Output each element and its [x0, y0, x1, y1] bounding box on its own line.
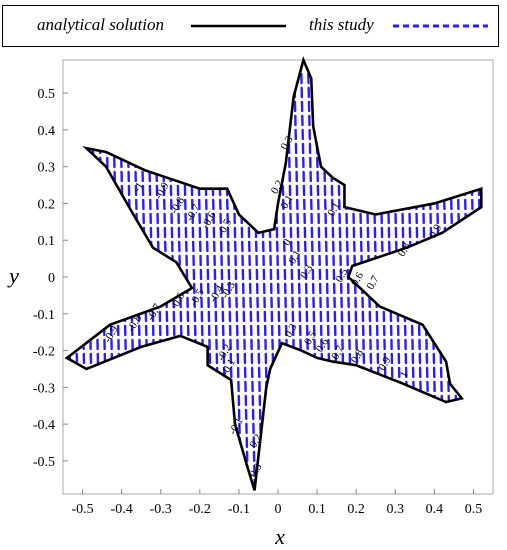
contour-label: 1 — [398, 369, 411, 380]
study-contour-line — [306, 60, 320, 491]
y-tick-label: 0.3 — [38, 161, 56, 176]
legend: analytical solution this study — [2, 5, 499, 47]
legend-label-study: this study — [309, 15, 374, 34]
x-tick-label: 0.5 — [465, 502, 483, 517]
x-axis-label: x — [274, 524, 285, 549]
x-tick-label: -0.3 — [150, 502, 172, 517]
study-contour-line — [299, 60, 313, 491]
legend-swatch-study — [393, 24, 488, 28]
contour-label: 0.1 — [278, 193, 295, 211]
x-tick-label: -0.4 — [111, 502, 133, 517]
legend-swatch-analytical — [191, 24, 286, 28]
y-axis-label: y — [7, 263, 19, 288]
y-tick-label: 0.4 — [38, 124, 56, 139]
legend-label-analytical: analytical solution — [37, 15, 165, 34]
y-tick-label: -0.2 — [33, 345, 55, 360]
x-tick-label: 0.4 — [426, 502, 444, 517]
x-tick-label: 0.2 — [347, 502, 365, 517]
y-tick-label: -0.5 — [33, 455, 55, 470]
x-tick-label: -0.1 — [228, 502, 250, 517]
analytical-outline — [64, 56, 483, 491]
x-tick-label: -0.5 — [71, 502, 93, 517]
y-tick-label: 0.1 — [38, 234, 56, 249]
y-tick-label: -0.4 — [33, 418, 55, 433]
contour-label: 0 — [281, 237, 294, 248]
contour-label: 0.2 — [269, 178, 286, 196]
x-tick-label: 0.3 — [387, 502, 405, 517]
y-tick-label: 0.2 — [38, 197, 56, 212]
x-tick-label: -0.2 — [189, 502, 211, 517]
y-tick-label: 0 — [48, 271, 55, 286]
contour-label: 0.1 — [325, 200, 342, 218]
contour-label: 0.2 — [247, 432, 264, 450]
y-tick-label: -0.3 — [33, 381, 55, 396]
y-tick-label: 0.5 — [38, 87, 56, 102]
study-contour-line — [292, 60, 306, 491]
x-tick-label: 0.1 — [308, 502, 326, 517]
y-tick-label: -0.1 — [33, 308, 55, 323]
contour-label: 0.1 — [286, 248, 303, 266]
x-tick-label: 0 — [275, 502, 282, 517]
